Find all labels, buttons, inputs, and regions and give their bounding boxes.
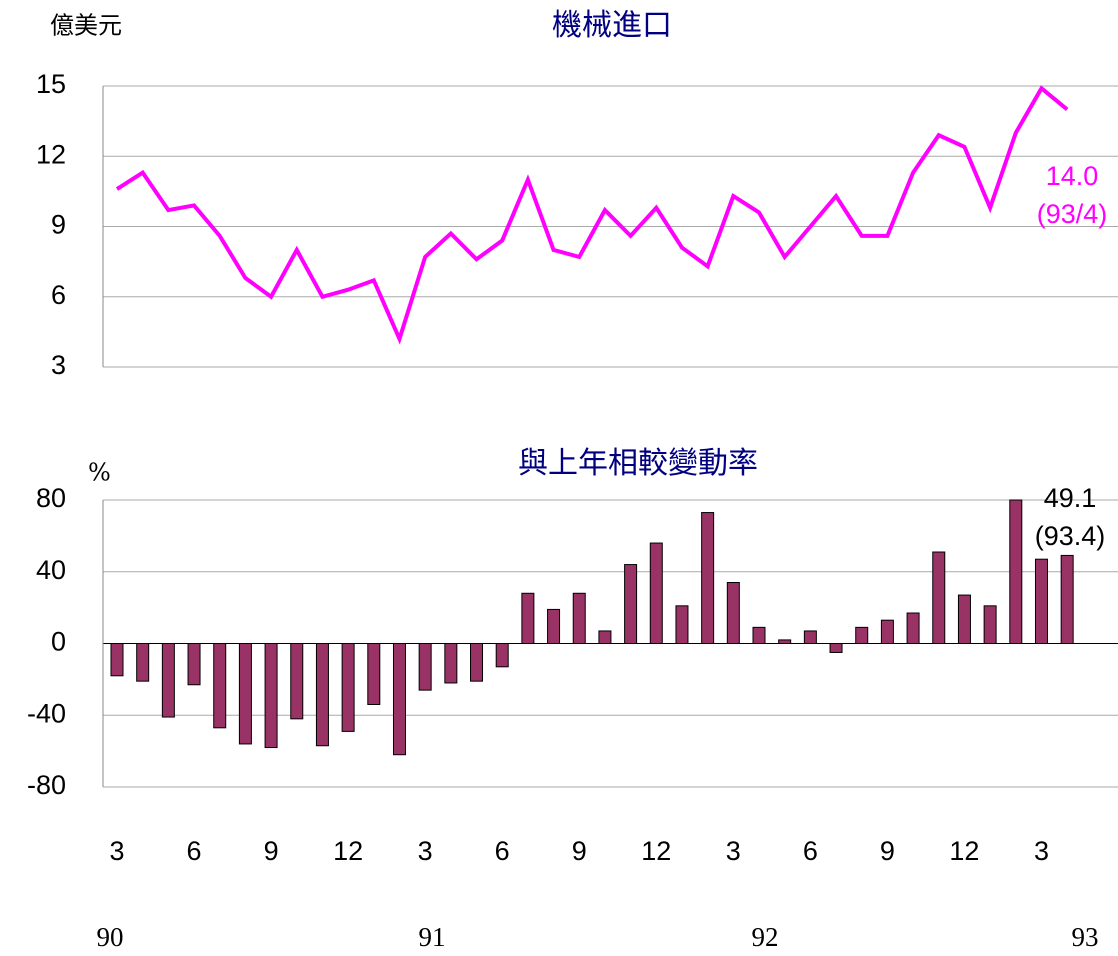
- bar: [367, 643, 381, 705]
- x-group-label: 91: [419, 922, 446, 952]
- bar: [470, 643, 484, 682]
- y-tick-label: 12: [36, 139, 66, 169]
- x-tick-label: 9: [572, 836, 587, 866]
- bar: [649, 542, 663, 644]
- bar: [983, 605, 997, 644]
- bar: [1034, 558, 1048, 644]
- x-tick-label: 3: [109, 836, 124, 866]
- bar: [726, 582, 740, 645]
- bar: [855, 626, 869, 645]
- bar: [1009, 499, 1023, 644]
- y-tick-label: 80: [36, 483, 66, 513]
- x-tick-label: 9: [880, 836, 895, 866]
- bar: [752, 626, 766, 645]
- bar: [675, 605, 689, 644]
- bar: [315, 643, 329, 747]
- bar: [290, 643, 304, 720]
- bar: [701, 512, 715, 645]
- bar: [136, 643, 150, 682]
- x-tick-label: 12: [949, 836, 979, 866]
- bar: [264, 643, 278, 749]
- bar: [341, 643, 355, 732]
- bar: [778, 639, 792, 644]
- bar: [932, 551, 946, 644]
- bar: [803, 630, 817, 644]
- bar: [957, 594, 971, 644]
- y-axis-unit: %: [88, 459, 111, 487]
- y-axis-unit: 億美元: [50, 12, 122, 40]
- x-group-label: 90: [97, 922, 124, 952]
- chart-title: 與上年相較變動率: [518, 446, 758, 481]
- x-group-label: 93: [1072, 922, 1099, 952]
- y-tick-label: -40: [27, 698, 66, 728]
- y-tick-label: 0: [51, 627, 66, 657]
- bar: [598, 630, 612, 644]
- y-tick-label: 15: [36, 69, 66, 99]
- annotation: 14.0: [1046, 161, 1099, 191]
- bar: [1060, 554, 1074, 645]
- bar: [418, 643, 432, 691]
- bar: [572, 592, 586, 645]
- bar: [495, 643, 509, 668]
- y-tick-label: 40: [36, 555, 66, 585]
- bar: [547, 608, 561, 645]
- bar: [392, 643, 406, 756]
- bar: [444, 643, 458, 684]
- x-tick-label: 12: [333, 836, 363, 866]
- x-tick-label: 9: [264, 836, 279, 866]
- bar: [213, 643, 227, 729]
- annotation: (93/4): [1037, 199, 1108, 229]
- bar: [829, 643, 843, 653]
- annotation: (93.4): [1035, 521, 1106, 551]
- x-tick-label: 6: [495, 836, 510, 866]
- chart-title: 機械進口: [552, 8, 672, 43]
- bar: [521, 592, 535, 645]
- line-series: [115, 85, 1069, 345]
- y-tick-label: 3: [51, 350, 66, 380]
- bar: [880, 619, 894, 645]
- x-tick-label: 6: [187, 836, 202, 866]
- y-tick-label: 6: [51, 280, 66, 310]
- bar: [624, 564, 638, 645]
- annotation: 49.1: [1044, 483, 1097, 513]
- bar: [161, 643, 175, 718]
- bar: [906, 612, 920, 644]
- x-tick-label: 3: [726, 836, 741, 866]
- x-tick-label: 3: [418, 836, 433, 866]
- x-group-label: 92: [752, 922, 779, 952]
- y-tick-label: 9: [51, 210, 66, 240]
- x-tick-label: 6: [803, 836, 818, 866]
- x-tick-label: 3: [1034, 836, 1049, 866]
- x-tick-label: 12: [641, 836, 671, 866]
- bar: [110, 643, 124, 677]
- bar: [187, 643, 201, 686]
- y-tick-label: -80: [27, 770, 66, 800]
- bar: [238, 643, 252, 745]
